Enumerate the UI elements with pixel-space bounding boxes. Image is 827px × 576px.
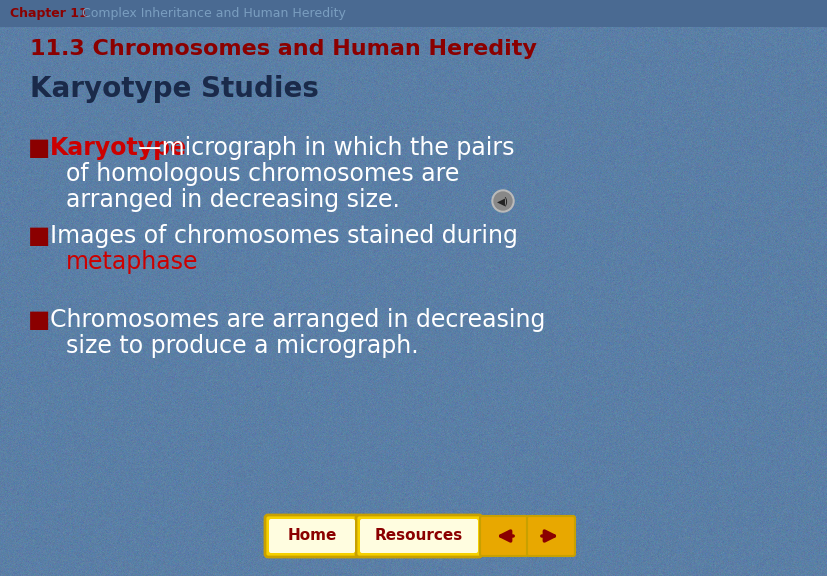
FancyBboxPatch shape [360, 519, 477, 553]
Text: size to produce a micrograph.: size to produce a micrograph. [66, 334, 418, 358]
Text: Chromosomes are arranged in decreasing: Chromosomes are arranged in decreasing [50, 308, 545, 332]
Text: ■: ■ [28, 136, 50, 160]
FancyBboxPatch shape [0, 0, 827, 27]
FancyBboxPatch shape [356, 515, 481, 557]
Text: Karyotype Studies: Karyotype Studies [30, 75, 318, 103]
Text: arranged in decreasing size.: arranged in decreasing size. [66, 188, 399, 212]
Text: Images of chromosomes stained during: Images of chromosomes stained during [50, 224, 517, 248]
Text: metaphase: metaphase [66, 250, 198, 274]
Text: Home: Home [287, 529, 337, 544]
Circle shape [491, 190, 514, 212]
Text: ■: ■ [28, 224, 50, 248]
FancyBboxPatch shape [265, 515, 359, 557]
Text: ■: ■ [28, 308, 50, 332]
Text: ◀): ◀) [496, 196, 509, 206]
Text: —micrograph in which the pairs: —micrograph in which the pairs [138, 136, 514, 160]
FancyBboxPatch shape [269, 519, 355, 553]
Circle shape [494, 192, 511, 210]
Text: 11.3 Chromosomes and Human Heredity: 11.3 Chromosomes and Human Heredity [30, 39, 536, 59]
Text: Resources: Resources [375, 529, 462, 544]
Text: Complex Inheritance and Human Heredity: Complex Inheritance and Human Heredity [82, 7, 346, 21]
FancyBboxPatch shape [526, 516, 574, 556]
Text: Karyotype: Karyotype [50, 136, 187, 160]
FancyBboxPatch shape [480, 516, 528, 556]
Text: of homologous chromosomes are: of homologous chromosomes are [66, 162, 459, 186]
Text: Chapter 11: Chapter 11 [10, 7, 88, 21]
